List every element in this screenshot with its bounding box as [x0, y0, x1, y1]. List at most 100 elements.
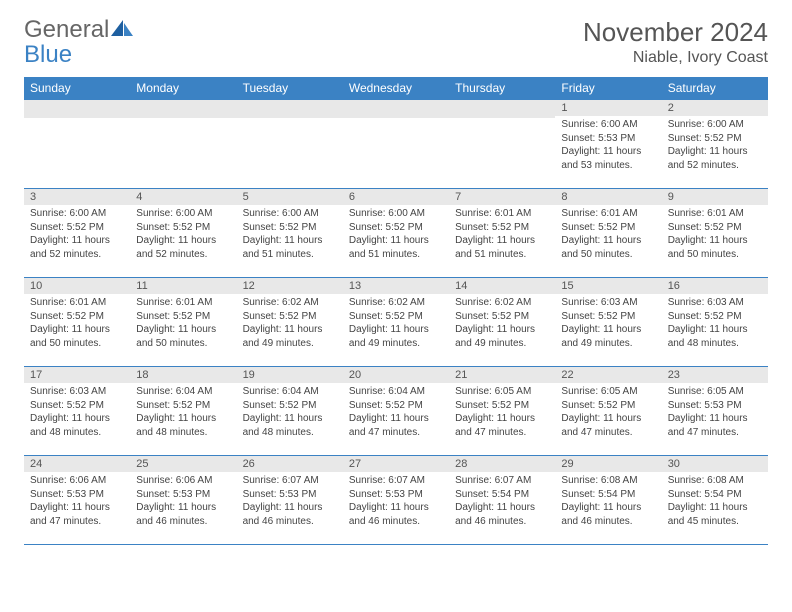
- calendar-day-cell: [343, 100, 449, 189]
- day-detail-line: Sunset: 5:52 PM: [30, 221, 124, 235]
- day-number: 13: [343, 278, 449, 294]
- day-number: 4: [130, 189, 236, 205]
- day-detail-line: Sunrise: 6:08 AM: [668, 474, 762, 488]
- day-number: 8: [555, 189, 661, 205]
- day-detail-line: and 49 minutes.: [455, 337, 549, 351]
- day-details: Sunrise: 6:05 AMSunset: 5:53 PMDaylight:…: [662, 383, 768, 443]
- day-detail-line: Sunrise: 6:04 AM: [349, 385, 443, 399]
- day-detail-line: Sunrise: 6:04 AM: [136, 385, 230, 399]
- day-number: 7: [449, 189, 555, 205]
- day-detail-line: and 46 minutes.: [243, 515, 337, 529]
- day-detail-line: Sunset: 5:52 PM: [349, 399, 443, 413]
- day-number: 23: [662, 367, 768, 383]
- day-detail-line: Sunset: 5:54 PM: [455, 488, 549, 502]
- calendar-day-cell: 16Sunrise: 6:03 AMSunset: 5:52 PMDayligh…: [662, 278, 768, 367]
- day-detail-line: Sunrise: 6:06 AM: [136, 474, 230, 488]
- day-details: Sunrise: 6:08 AMSunset: 5:54 PMDaylight:…: [555, 472, 661, 532]
- day-detail-line: and 47 minutes.: [455, 426, 549, 440]
- day-details: Sunrise: 6:01 AMSunset: 5:52 PMDaylight:…: [555, 205, 661, 265]
- day-detail-line: and 47 minutes.: [561, 426, 655, 440]
- day-detail-line: and 46 minutes.: [349, 515, 443, 529]
- day-detail-line: and 45 minutes.: [668, 515, 762, 529]
- day-detail-line: Sunset: 5:52 PM: [455, 310, 549, 324]
- day-detail-line: Sunset: 5:52 PM: [668, 310, 762, 324]
- day-detail-line: Daylight: 11 hours: [349, 234, 443, 248]
- day-details: Sunrise: 6:03 AMSunset: 5:52 PMDaylight:…: [662, 294, 768, 354]
- day-detail-line: Sunset: 5:52 PM: [136, 221, 230, 235]
- day-detail-line: and 49 minutes.: [349, 337, 443, 351]
- day-number: [449, 100, 555, 118]
- day-detail-line: and 52 minutes.: [30, 248, 124, 262]
- day-detail-line: Sunrise: 6:00 AM: [243, 207, 337, 221]
- brand-word-2: Blue: [24, 41, 72, 68]
- day-detail-line: Sunset: 5:54 PM: [561, 488, 655, 502]
- day-detail-line: Sunset: 5:52 PM: [243, 221, 337, 235]
- calendar-day-cell: 24Sunrise: 6:06 AMSunset: 5:53 PMDayligh…: [24, 456, 130, 545]
- day-detail-line: Daylight: 11 hours: [668, 323, 762, 337]
- day-details: Sunrise: 6:03 AMSunset: 5:52 PMDaylight:…: [555, 294, 661, 354]
- day-detail-line: and 48 minutes.: [668, 337, 762, 351]
- day-number: [343, 100, 449, 118]
- day-number: 29: [555, 456, 661, 472]
- day-detail-line: and 49 minutes.: [243, 337, 337, 351]
- day-detail-line: Sunset: 5:52 PM: [349, 310, 443, 324]
- day-details: Sunrise: 6:01 AMSunset: 5:52 PMDaylight:…: [449, 205, 555, 265]
- day-detail-line: Daylight: 11 hours: [30, 234, 124, 248]
- day-details: [343, 118, 449, 124]
- day-detail-line: Daylight: 11 hours: [136, 323, 230, 337]
- day-details: Sunrise: 6:07 AMSunset: 5:53 PMDaylight:…: [237, 472, 343, 532]
- calendar-day-cell: [130, 100, 236, 189]
- day-detail-line: and 47 minutes.: [668, 426, 762, 440]
- day-detail-line: Sunset: 5:52 PM: [561, 221, 655, 235]
- day-number: 6: [343, 189, 449, 205]
- day-details: [24, 118, 130, 124]
- calendar-day-cell: 26Sunrise: 6:07 AMSunset: 5:53 PMDayligh…: [237, 456, 343, 545]
- day-number: 3: [24, 189, 130, 205]
- day-detail-line: Sunset: 5:52 PM: [30, 399, 124, 413]
- day-detail-line: and 51 minutes.: [243, 248, 337, 262]
- calendar-day-cell: 2Sunrise: 6:00 AMSunset: 5:52 PMDaylight…: [662, 100, 768, 189]
- day-detail-line: Sunrise: 6:05 AM: [561, 385, 655, 399]
- day-number: 26: [237, 456, 343, 472]
- day-details: Sunrise: 6:01 AMSunset: 5:52 PMDaylight:…: [24, 294, 130, 354]
- day-detail-line: Sunset: 5:53 PM: [136, 488, 230, 502]
- day-number: 18: [130, 367, 236, 383]
- calendar-day-cell: 13Sunrise: 6:02 AMSunset: 5:52 PMDayligh…: [343, 278, 449, 367]
- day-detail-line: Daylight: 11 hours: [243, 323, 337, 337]
- calendar-day-cell: 3Sunrise: 6:00 AMSunset: 5:52 PMDaylight…: [24, 189, 130, 278]
- day-number: 11: [130, 278, 236, 294]
- day-details: Sunrise: 6:06 AMSunset: 5:53 PMDaylight:…: [24, 472, 130, 532]
- day-detail-line: Sunrise: 6:02 AM: [349, 296, 443, 310]
- calendar-day-cell: 11Sunrise: 6:01 AMSunset: 5:52 PMDayligh…: [130, 278, 236, 367]
- day-detail-line: Sunset: 5:52 PM: [455, 399, 549, 413]
- calendar-day-cell: 8Sunrise: 6:01 AMSunset: 5:52 PMDaylight…: [555, 189, 661, 278]
- day-detail-line: Daylight: 11 hours: [561, 145, 655, 159]
- day-detail-line: Daylight: 11 hours: [455, 323, 549, 337]
- day-detail-line: Daylight: 11 hours: [561, 501, 655, 515]
- day-detail-line: and 48 minutes.: [136, 426, 230, 440]
- day-detail-line: Sunset: 5:53 PM: [561, 132, 655, 146]
- day-detail-line: and 48 minutes.: [243, 426, 337, 440]
- day-detail-line: and 52 minutes.: [136, 248, 230, 262]
- day-detail-line: and 50 minutes.: [561, 248, 655, 262]
- calendar-week-row: 24Sunrise: 6:06 AMSunset: 5:53 PMDayligh…: [24, 456, 768, 545]
- day-detail-line: Daylight: 11 hours: [561, 234, 655, 248]
- day-detail-line: Sunrise: 6:00 AM: [136, 207, 230, 221]
- calendar-day-cell: 15Sunrise: 6:03 AMSunset: 5:52 PMDayligh…: [555, 278, 661, 367]
- calendar-day-cell: 7Sunrise: 6:01 AMSunset: 5:52 PMDaylight…: [449, 189, 555, 278]
- brand-logo: General Blue: [24, 18, 135, 67]
- weekday-header: Monday: [130, 77, 236, 100]
- weekday-header: Saturday: [662, 77, 768, 100]
- day-details: Sunrise: 6:07 AMSunset: 5:53 PMDaylight:…: [343, 472, 449, 532]
- day-detail-line: Sunset: 5:52 PM: [561, 399, 655, 413]
- day-detail-line: Daylight: 11 hours: [668, 412, 762, 426]
- day-detail-line: Sunrise: 6:01 AM: [30, 296, 124, 310]
- day-detail-line: Sunrise: 6:07 AM: [349, 474, 443, 488]
- calendar-day-cell: 20Sunrise: 6:04 AMSunset: 5:52 PMDayligh…: [343, 367, 449, 456]
- day-detail-line: Daylight: 11 hours: [668, 501, 762, 515]
- day-detail-line: Sunset: 5:52 PM: [243, 399, 337, 413]
- day-details: [237, 118, 343, 124]
- calendar-day-cell: 10Sunrise: 6:01 AMSunset: 5:52 PMDayligh…: [24, 278, 130, 367]
- day-detail-line: Daylight: 11 hours: [243, 501, 337, 515]
- calendar-day-cell: 27Sunrise: 6:07 AMSunset: 5:53 PMDayligh…: [343, 456, 449, 545]
